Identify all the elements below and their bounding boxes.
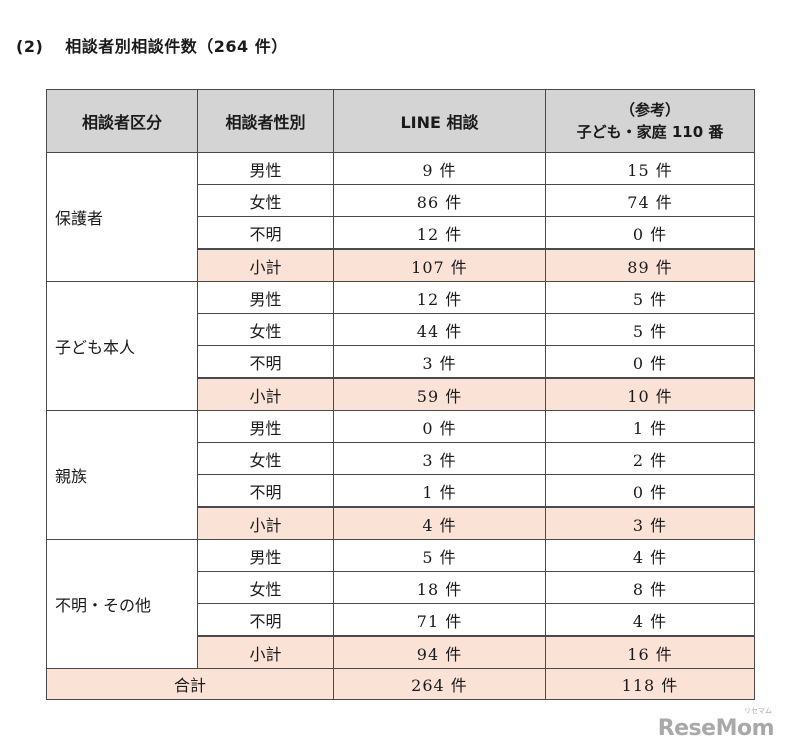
gender-cell: 男性: [197, 539, 334, 572]
total-row: 合計 264 件 118 件: [46, 668, 755, 700]
reference-count: 1 件: [545, 410, 755, 443]
reference-count: 5 件: [545, 281, 755, 314]
subtotal-line-count: 107 件: [333, 248, 546, 282]
subtotal-reference-count: 16 件: [545, 635, 755, 669]
table-row: 親族 男性 0 件 1 件: [46, 410, 755, 540]
consultation-table: 相談者区分 相談者性別 LINE 相談 （参考） 子ども・家庭 110 番 保護…: [46, 89, 755, 700]
line-count: 86 件: [333, 184, 546, 217]
subtotal-label: 小計: [197, 506, 334, 540]
subtotal-label: 小計: [197, 635, 334, 669]
subtotal-line-count: 94 件: [333, 635, 546, 669]
table-row: 不明 71 件 4 件: [47, 603, 755, 637]
section-heading: (2) 相談者別相談件数（264 件）: [16, 33, 288, 57]
section-number: (2): [16, 37, 44, 56]
header-line: LINE 相談: [333, 89, 546, 153]
subtotal-reference-count: 10 件: [545, 377, 755, 411]
table-row: 女性 44 件 5 件: [47, 313, 755, 346]
watermark-furigana: リセマム: [744, 707, 772, 715]
table-row: 不明 1 件 0 件: [47, 474, 755, 508]
header-category: 相談者区分: [46, 89, 198, 153]
line-count: 5 件: [333, 539, 546, 572]
line-count: 9 件: [333, 152, 546, 185]
line-count: 12 件: [333, 216, 546, 250]
header-reference: （参考） 子ども・家庭 110 番: [545, 89, 755, 153]
reference-count: 8 件: [545, 571, 755, 604]
section-title: 相談者別相談件数（264 件）: [65, 37, 288, 56]
line-count: 44 件: [333, 313, 546, 346]
line-count: 3 件: [333, 442, 546, 475]
reference-count: 0 件: [545, 216, 755, 250]
group-label: 親族: [46, 410, 198, 540]
watermark-text: ReseMom: [657, 716, 775, 741]
subtotal-row: 小計 4 件 3 件: [47, 506, 755, 540]
total-label: 合計: [46, 668, 334, 700]
gender-cell: 不明: [197, 345, 334, 379]
subtotal-row: 小計 107 件 89 件: [47, 248, 755, 282]
reference-count: 4 件: [545, 539, 755, 572]
header-gender: 相談者性別: [197, 89, 334, 153]
subtotal-label: 小計: [197, 377, 334, 411]
line-count: 3 件: [333, 345, 546, 379]
reference-count: 15 件: [545, 152, 755, 185]
group-label: 保護者: [46, 152, 198, 282]
resemom-watermark-logo: リセマム ReseMom: [657, 707, 775, 741]
reference-count: 5 件: [545, 313, 755, 346]
subtotal-label: 小計: [197, 248, 334, 282]
line-count: 71 件: [333, 603, 546, 637]
gender-cell: 不明: [197, 603, 334, 637]
header-row: 相談者区分 相談者性別 LINE 相談 （参考） 子ども・家庭 110 番: [46, 89, 755, 153]
subtotal-line-count: 4 件: [333, 506, 546, 540]
subtotal-reference-count: 89 件: [545, 248, 755, 282]
table-row: 保護者 男性 9 件 15 件: [46, 152, 755, 282]
total-line-count: 264 件: [333, 668, 546, 700]
reference-count: 74 件: [545, 184, 755, 217]
gender-cell: 男性: [197, 281, 334, 314]
subtotal-row: 小計 59 件 10 件: [47, 377, 755, 411]
header-reference-note: （参考）: [619, 101, 680, 119]
gender-cell: 不明: [197, 216, 334, 250]
gender-cell: 男性: [197, 410, 334, 443]
reference-count: 0 件: [545, 345, 755, 379]
subtotal-row: 小計 94 件 16 件: [47, 635, 755, 669]
table-row: 女性 3 件 2 件: [47, 442, 755, 475]
gender-cell: 女性: [197, 571, 334, 604]
gender-cell: 女性: [197, 184, 334, 217]
reference-count: 4 件: [545, 603, 755, 637]
line-count: 12 件: [333, 281, 546, 314]
table-row: 不明・その他 男性 5 件 4 件: [46, 539, 755, 669]
group-label: 不明・その他: [46, 539, 198, 669]
line-count: 0 件: [333, 410, 546, 443]
table-row: 不明 3 件 0 件: [47, 345, 755, 379]
gender-cell: 不明: [197, 474, 334, 508]
gender-cell: 女性: [197, 442, 334, 475]
reference-count: 0 件: [545, 474, 755, 508]
group-label: 子ども本人: [46, 281, 198, 411]
table-row: 子ども本人 男性 12 件 5 件: [46, 281, 755, 411]
total-reference-count: 118 件: [545, 668, 755, 700]
subtotal-line-count: 59 件: [333, 377, 546, 411]
table-row: 女性 86 件 74 件: [47, 184, 755, 217]
table-row: 不明 12 件 0 件: [47, 216, 755, 250]
line-count: 18 件: [333, 571, 546, 604]
line-count: 1 件: [333, 474, 546, 508]
gender-cell: 女性: [197, 313, 334, 346]
header-reference-label: 子ども・家庭 110 番: [576, 123, 724, 141]
reference-count: 2 件: [545, 442, 755, 475]
subtotal-reference-count: 3 件: [545, 506, 755, 540]
table-row: 女性 18 件 8 件: [47, 571, 755, 604]
gender-cell: 男性: [197, 152, 334, 185]
